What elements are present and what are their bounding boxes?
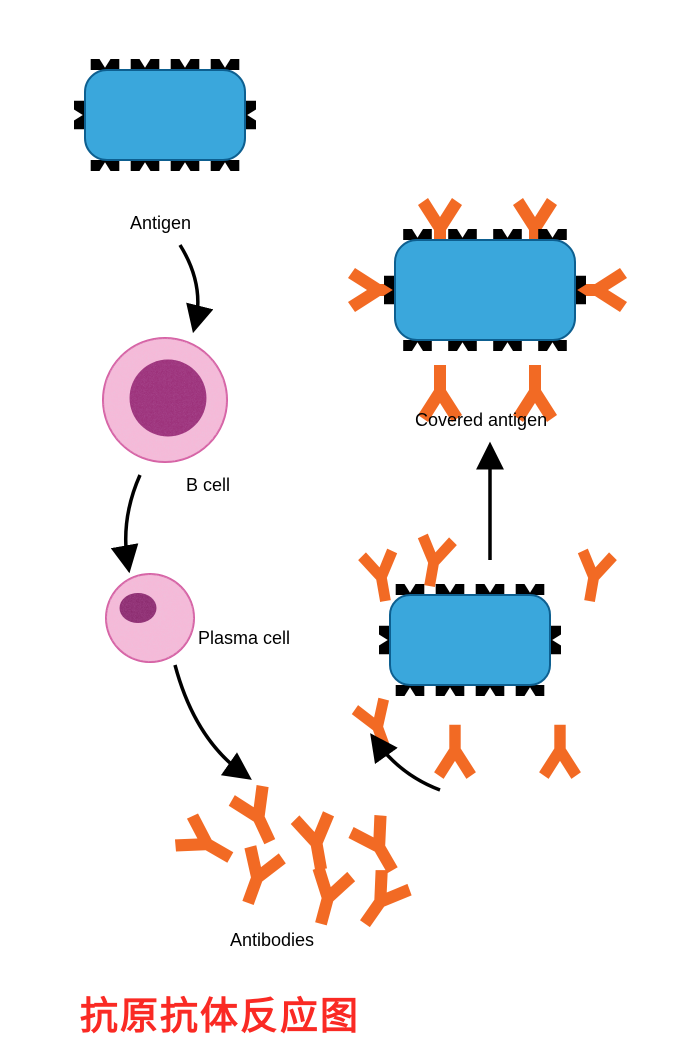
antigen-covered [384, 229, 586, 351]
b-cell [103, 338, 227, 462]
flow-arrow [175, 665, 245, 775]
flow-arrow [180, 245, 198, 325]
antibody-binding [434, 725, 476, 779]
antibody-binding [357, 547, 405, 604]
antigen-binding [379, 584, 561, 696]
flow-arrow [126, 475, 140, 565]
antibody-free [347, 864, 416, 936]
label-covered: Covered antigen [415, 410, 547, 431]
label-antibodies: Antibodies [230, 930, 314, 951]
plasma-cell [106, 574, 194, 662]
label-antigen: Antigen [130, 213, 191, 234]
label-bcell: B cell [186, 475, 230, 496]
antibody-free [170, 810, 241, 877]
diagram-title: 抗原抗体反应图 [80, 985, 360, 1040]
antibody-binding [410, 532, 458, 589]
antigen-free [74, 59, 256, 171]
antibody-binding [350, 695, 405, 757]
antibody-free [226, 781, 290, 851]
antibody-binding [539, 725, 581, 779]
antibody-binding [570, 547, 618, 604]
antibody-free [300, 863, 357, 929]
label-plasma: Plasma cell [198, 628, 290, 649]
diagram-canvas [0, 0, 699, 1060]
antibody-free [227, 842, 288, 911]
antibody-docked [570, 268, 627, 312]
antibody-free [290, 810, 343, 874]
